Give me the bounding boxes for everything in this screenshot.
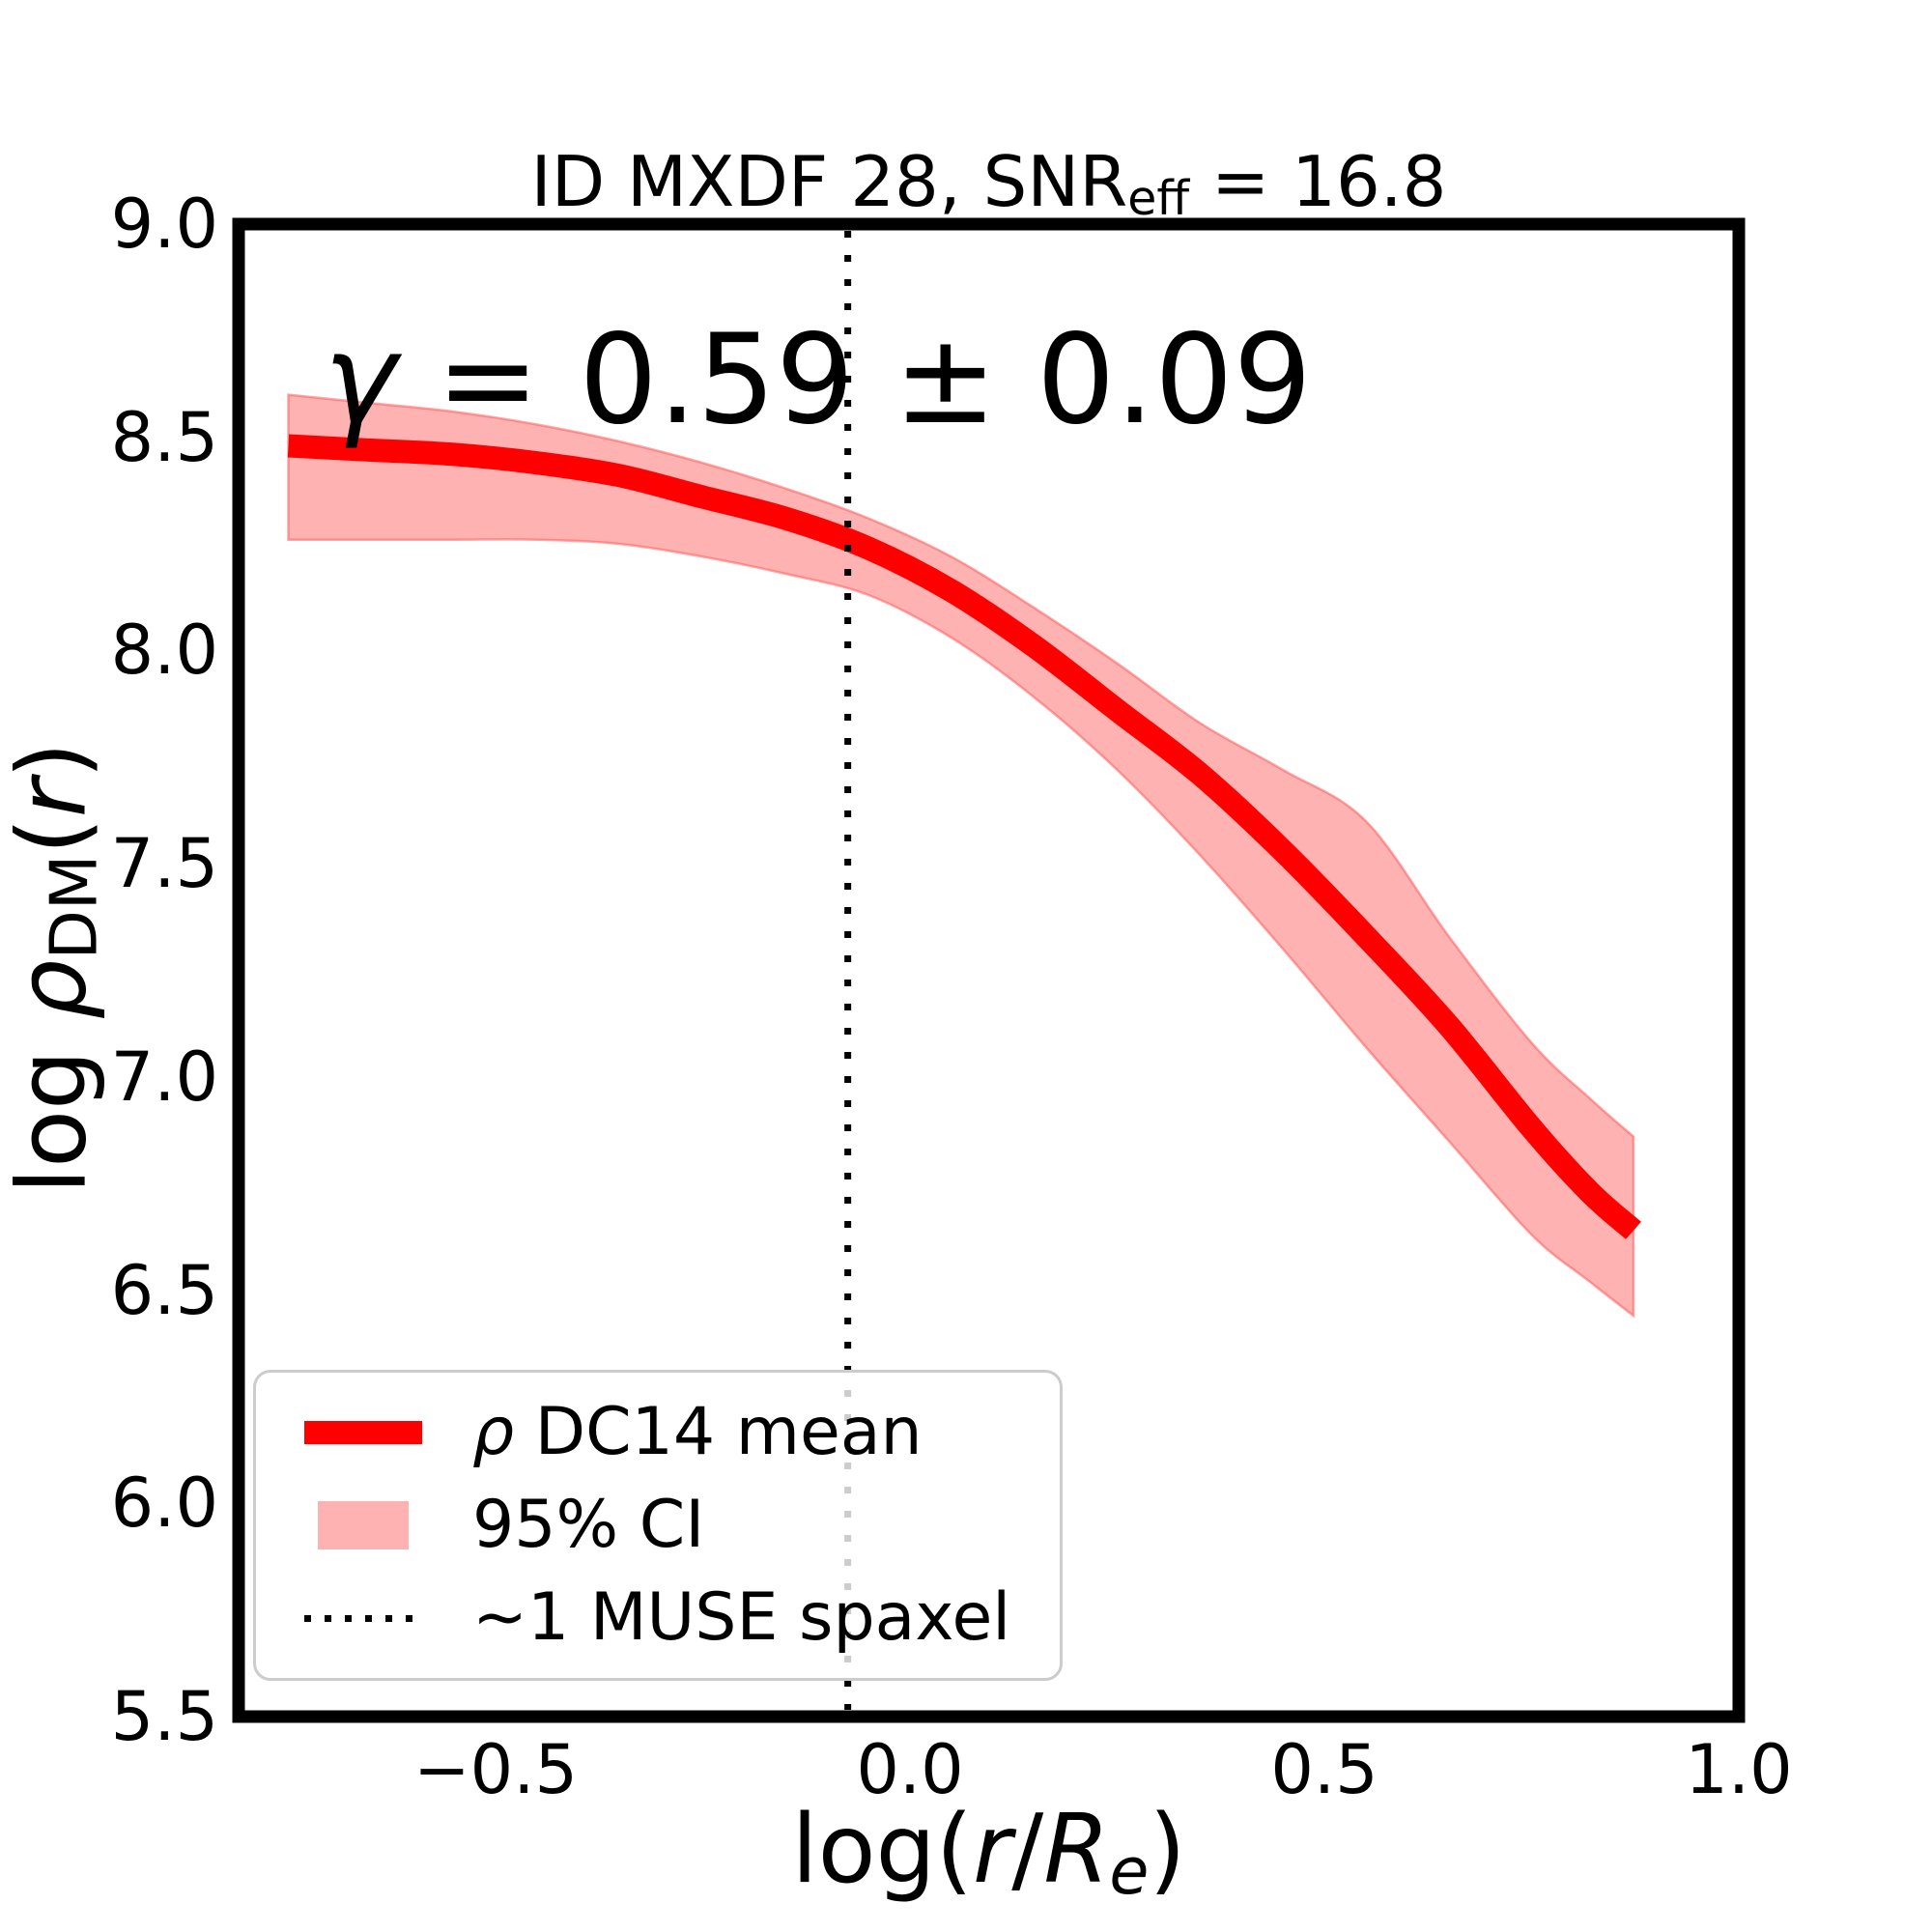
chart-title: ID MXDF 28, SNReff = 16.8 bbox=[239, 147, 1739, 223]
text-segment: ID MXDF 28, SNR bbox=[530, 141, 1128, 222]
y-tick-label: 5.5 bbox=[110, 1677, 218, 1756]
text-segment: / bbox=[1011, 1795, 1044, 1905]
text-segment: ) bbox=[0, 741, 108, 780]
mean-line-swatch-icon bbox=[304, 1421, 422, 1444]
legend-swatch-cell bbox=[281, 1421, 445, 1444]
y-tick-label: 7.0 bbox=[110, 1037, 218, 1117]
ci-band-swatch-icon bbox=[318, 1501, 409, 1549]
legend-item-spaxel: ~1 MUSE spaxel bbox=[281, 1574, 1050, 1662]
text-segment: γ bbox=[324, 308, 397, 452]
y-tick-label: 8.0 bbox=[110, 611, 218, 690]
x-axis-label: log(r/Re) bbox=[239, 1803, 1739, 1904]
text-segment: ~1 MUSE spaxel bbox=[472, 1579, 1011, 1656]
text-segment: r bbox=[0, 779, 108, 818]
x-tick-label: 0.5 bbox=[1270, 1730, 1378, 1809]
text-segment: log( bbox=[791, 1795, 973, 1905]
y-tick-label: 6.0 bbox=[110, 1463, 218, 1543]
text-segment: R bbox=[1043, 1795, 1110, 1905]
legend-item-mean: ρ DC14 mean bbox=[281, 1388, 1050, 1477]
dotted-line-swatch-icon bbox=[304, 1614, 422, 1622]
text-segment: e bbox=[1109, 1833, 1150, 1909]
mean-density-line bbox=[287, 434, 1641, 1239]
legend-label-spaxel: ~1 MUSE spaxel bbox=[472, 1585, 1010, 1651]
y-tick-label: 6.5 bbox=[110, 1251, 218, 1330]
plot-frame bbox=[232, 217, 1746, 1723]
legend-item-ci: 95% CI bbox=[281, 1481, 1050, 1570]
text-segment: ρ bbox=[0, 959, 108, 1020]
text-segment: ρ bbox=[472, 1394, 515, 1470]
x-tick-label: 1.0 bbox=[1685, 1730, 1793, 1809]
y-tick-label: 9.0 bbox=[110, 185, 218, 264]
text-segment: eff bbox=[1127, 170, 1190, 226]
text-segment: 95% CI bbox=[472, 1487, 705, 1563]
y-tick-label: 8.5 bbox=[110, 398, 218, 477]
legend-swatch-cell bbox=[281, 1501, 445, 1549]
x-tick-label: −0.5 bbox=[413, 1730, 578, 1809]
gamma-annotation: γ = 0.59 ± 0.09 bbox=[324, 319, 1312, 442]
y-tick-label: 7.5 bbox=[110, 824, 218, 903]
text-segment: = 16.8 bbox=[1189, 141, 1447, 222]
text-segment: ) bbox=[1149, 1795, 1186, 1905]
legend: ρ DC14 mean 95% CI ~1 MUSE spaxel bbox=[253, 1370, 1063, 1681]
x-tick-label: 0.0 bbox=[856, 1730, 964, 1809]
legend-swatch-cell bbox=[281, 1614, 445, 1622]
text-segment: = 0.59 ± 0.09 bbox=[396, 308, 1312, 452]
legend-label-mean: ρ DC14 mean bbox=[472, 1400, 923, 1465]
text-segment: DC14 mean bbox=[514, 1394, 923, 1470]
legend-label-ci: 95% CI bbox=[472, 1492, 704, 1558]
ci-band bbox=[287, 393, 1635, 1319]
series-layer bbox=[287, 393, 1641, 1319]
text-segment: r bbox=[972, 1795, 1012, 1905]
y-axis-label: log ρDM(r) bbox=[0, 742, 112, 1194]
